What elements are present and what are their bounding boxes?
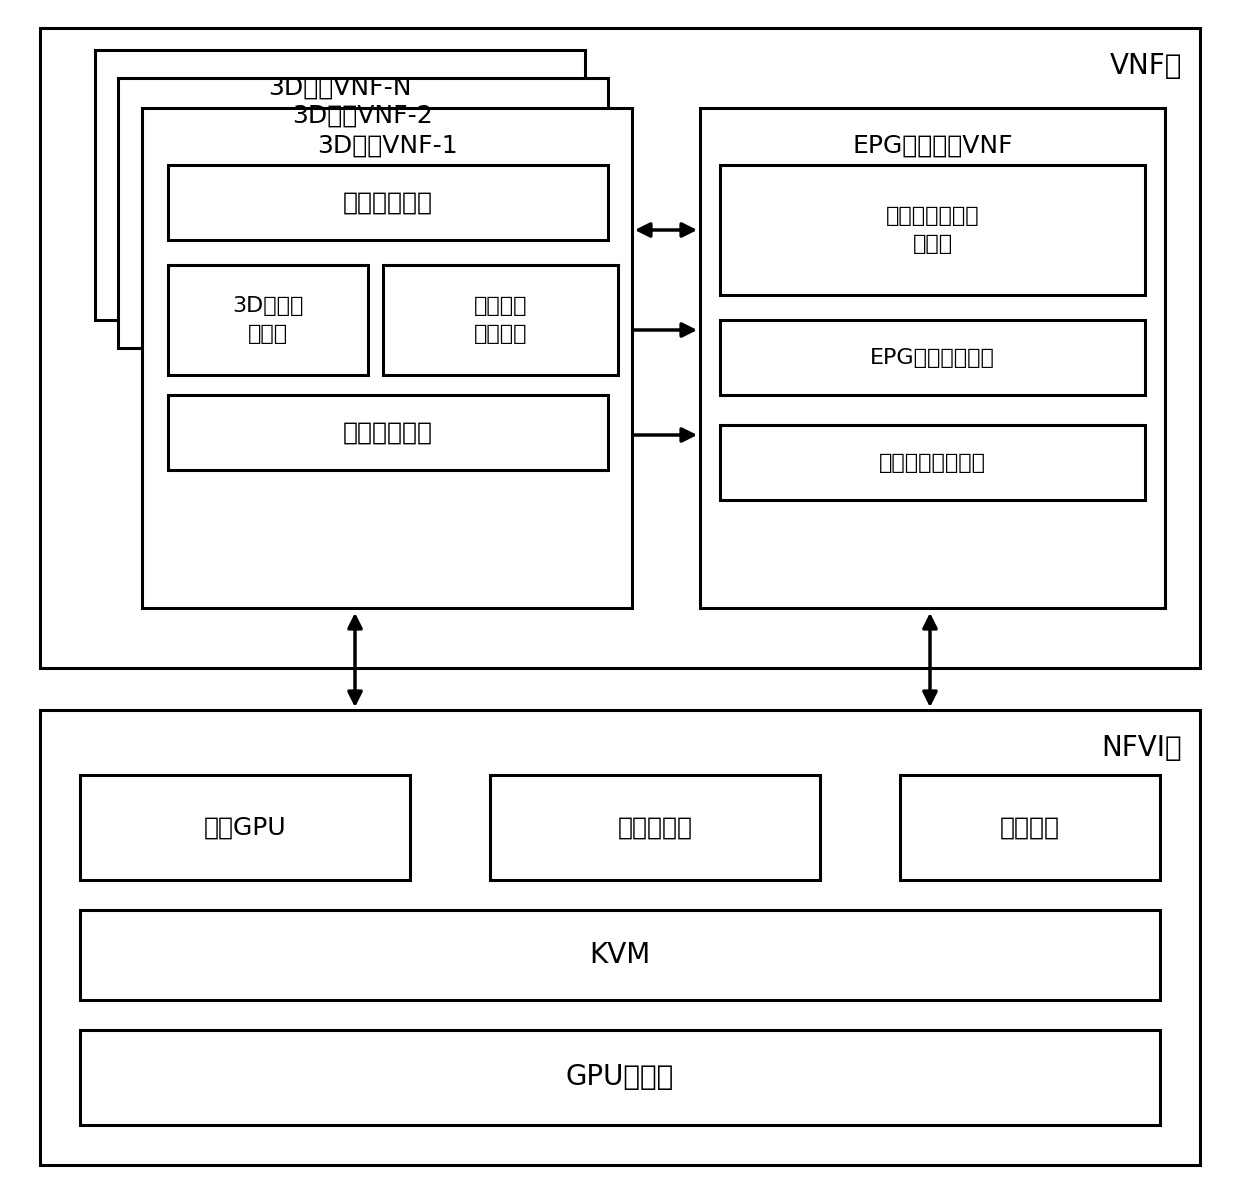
Bar	[490, 776, 820, 880]
Bar	[720, 425, 1145, 500]
Bar	[383, 265, 618, 375]
Text: 流化资源调度管
理模块: 流化资源调度管 理模块	[885, 206, 980, 255]
Text: 虚拟交换机: 虚拟交换机	[618, 815, 692, 840]
Bar	[900, 776, 1159, 880]
Bar	[167, 396, 608, 470]
Text: 终端接入管理模块: 终端接入管理模块	[879, 453, 986, 472]
Bar	[81, 776, 410, 880]
Bar	[95, 50, 585, 320]
Text: VNF层: VNF层	[1110, 53, 1182, 80]
Bar	[167, 265, 368, 375]
Text: 3D流化VNF-2: 3D流化VNF-2	[293, 104, 433, 128]
Bar	[701, 108, 1166, 608]
Bar	[720, 320, 1145, 396]
Text: 虚拟GPU: 虚拟GPU	[203, 815, 286, 840]
Bar	[40, 27, 1200, 668]
Bar	[720, 165, 1145, 295]
Bar	[143, 108, 632, 608]
Text: 数据收发模块: 数据收发模块	[343, 421, 433, 445]
Text: KVM: KVM	[589, 940, 651, 969]
Bar	[167, 165, 608, 240]
Bar	[81, 911, 1159, 1000]
Text: 操控命令
解析模块: 操控命令 解析模块	[474, 296, 527, 344]
Text: 业务应用模块: 业务应用模块	[343, 190, 433, 214]
Text: 3D流化VNF-1: 3D流化VNF-1	[316, 134, 458, 158]
Text: 3D流化VNF-N: 3D流化VNF-N	[268, 76, 412, 100]
Bar	[40, 710, 1200, 1165]
Text: EPG界面管理模块: EPG界面管理模块	[870, 348, 994, 368]
Text: NFVI层: NFVI层	[1101, 734, 1182, 762]
Text: 3D流化处
理模块: 3D流化处 理模块	[232, 296, 304, 344]
Text: GPU服务器: GPU服务器	[565, 1064, 675, 1091]
Text: EPG业务管理VNF: EPG业务管理VNF	[852, 134, 1013, 158]
Bar	[81, 1030, 1159, 1124]
Text: 虚拟存储: 虚拟存储	[999, 815, 1060, 840]
Bar	[118, 78, 608, 348]
